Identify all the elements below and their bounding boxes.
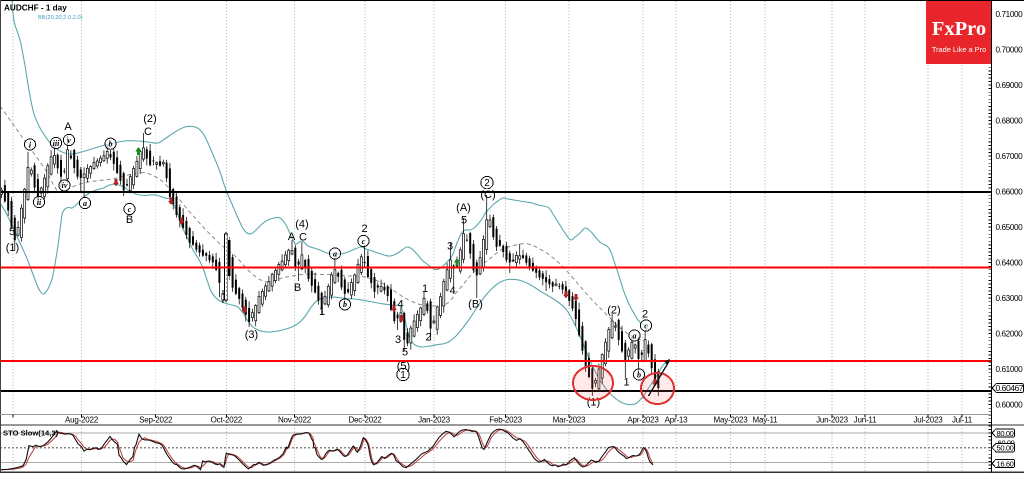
svg-text:0.71000: 0.71000 xyxy=(996,10,1024,19)
svg-text:B: B xyxy=(126,214,133,226)
svg-text:BB(20,20,2.0,2.0): BB(20,20,2.0,2.0) xyxy=(38,15,83,21)
svg-text:0.69000: 0.69000 xyxy=(996,81,1024,90)
svg-text:0.62000: 0.62000 xyxy=(996,330,1024,339)
svg-text:(B): (B) xyxy=(468,298,483,310)
svg-text:C: C xyxy=(299,231,307,243)
svg-text:Mar-2023: Mar-2023 xyxy=(553,416,586,425)
svg-text:(A): (A) xyxy=(456,202,471,214)
svg-text:Feb-2023: Feb-2023 xyxy=(489,416,522,425)
svg-text:0.63000: 0.63000 xyxy=(996,294,1024,303)
svg-text:Oct-2022: Oct-2022 xyxy=(211,416,243,425)
svg-text:0.65000: 0.65000 xyxy=(996,223,1024,232)
svg-text:c: c xyxy=(362,237,366,246)
svg-text:4: 4 xyxy=(397,298,403,310)
svg-text:(4): (4) xyxy=(295,219,308,231)
svg-text:ii: ii xyxy=(37,198,42,207)
svg-text:a: a xyxy=(333,249,337,258)
svg-text:2: 2 xyxy=(484,178,490,189)
svg-text:May-11: May-11 xyxy=(753,416,779,425)
svg-text:3: 3 xyxy=(395,334,401,346)
svg-text:1: 1 xyxy=(623,376,629,388)
svg-text:b: b xyxy=(343,300,347,309)
svg-text:STO Slow(14,3): STO Slow(14,3) xyxy=(3,429,59,438)
svg-text:a: a xyxy=(633,331,637,340)
svg-text:C: C xyxy=(144,126,152,138)
svg-text:0.68000: 0.68000 xyxy=(996,117,1024,126)
svg-text:5: 5 xyxy=(461,214,467,226)
svg-text:3: 3 xyxy=(447,240,453,252)
svg-text:(3): (3) xyxy=(245,329,258,341)
svg-text:c: c xyxy=(128,205,132,214)
svg-text:A: A xyxy=(64,121,72,133)
svg-text:(2): (2) xyxy=(143,113,156,125)
svg-text:80.00: 80.00 xyxy=(997,429,1014,438)
svg-text:1: 1 xyxy=(400,370,406,381)
svg-text:0.70000: 0.70000 xyxy=(996,46,1024,55)
svg-text:2: 2 xyxy=(425,331,431,343)
svg-text:0.66000: 0.66000 xyxy=(996,188,1024,197)
svg-text:Apr-13: Apr-13 xyxy=(665,416,689,425)
svg-text:Aug-2022: Aug-2022 xyxy=(65,416,99,425)
svg-text:Dec-2022: Dec-2022 xyxy=(348,416,382,425)
svg-text:b: b xyxy=(109,140,113,149)
svg-text:16.60: 16.60 xyxy=(997,460,1014,469)
svg-text:May-2023: May-2023 xyxy=(714,416,749,425)
svg-text:60.00: 60.00 xyxy=(998,438,1015,447)
svg-text:Apr-2023: Apr-2023 xyxy=(627,416,659,425)
svg-text:b: b xyxy=(637,370,641,379)
svg-text:i: i xyxy=(29,140,32,149)
svg-text:Sep-2022: Sep-2022 xyxy=(139,416,173,425)
svg-text:c: c xyxy=(644,321,648,330)
svg-text:50.00: 50.00 xyxy=(997,444,1014,453)
svg-text:Jul-11: Jul-11 xyxy=(952,416,973,425)
svg-text:Jun-2023: Jun-2023 xyxy=(816,416,849,425)
svg-text:5: 5 xyxy=(9,226,15,238)
svg-text:(2): (2) xyxy=(607,304,620,316)
svg-text:0.61000: 0.61000 xyxy=(996,365,1024,374)
svg-text:4: 4 xyxy=(449,285,455,297)
svg-text:5: 5 xyxy=(402,347,408,359)
svg-text:AUDCHF - 1 day: AUDCHF - 1 day xyxy=(4,4,67,13)
svg-text:B: B xyxy=(294,282,301,294)
svg-text:0.60467: 0.60467 xyxy=(996,383,1024,393)
svg-text:iv: iv xyxy=(62,181,68,190)
svg-text:1: 1 xyxy=(319,306,325,318)
svg-text:0.64000: 0.64000 xyxy=(996,259,1024,268)
svg-text:2: 2 xyxy=(642,308,648,320)
svg-text:Jun-11: Jun-11 xyxy=(854,416,877,425)
svg-text:0.67000: 0.67000 xyxy=(996,152,1024,161)
svg-text:(1): (1) xyxy=(6,242,19,254)
svg-text:Jul-2023: Jul-2023 xyxy=(913,416,943,425)
svg-text:Trade Like a Pro: Trade Like a Pro xyxy=(932,45,986,54)
svg-text:0.60000: 0.60000 xyxy=(996,401,1024,410)
svg-text:FxPro: FxPro xyxy=(932,18,986,40)
svg-text:1: 1 xyxy=(422,283,428,295)
svg-text:v: v xyxy=(67,136,71,145)
svg-text:(C): (C) xyxy=(480,189,495,201)
svg-text:A: A xyxy=(288,231,296,243)
svg-text:Jan-2023: Jan-2023 xyxy=(418,416,451,425)
svg-text:a: a xyxy=(83,199,87,208)
svg-text:2: 2 xyxy=(361,223,367,235)
svg-text:iii: iii xyxy=(53,139,60,148)
svg-text:Nov-2022: Nov-2022 xyxy=(278,416,312,425)
